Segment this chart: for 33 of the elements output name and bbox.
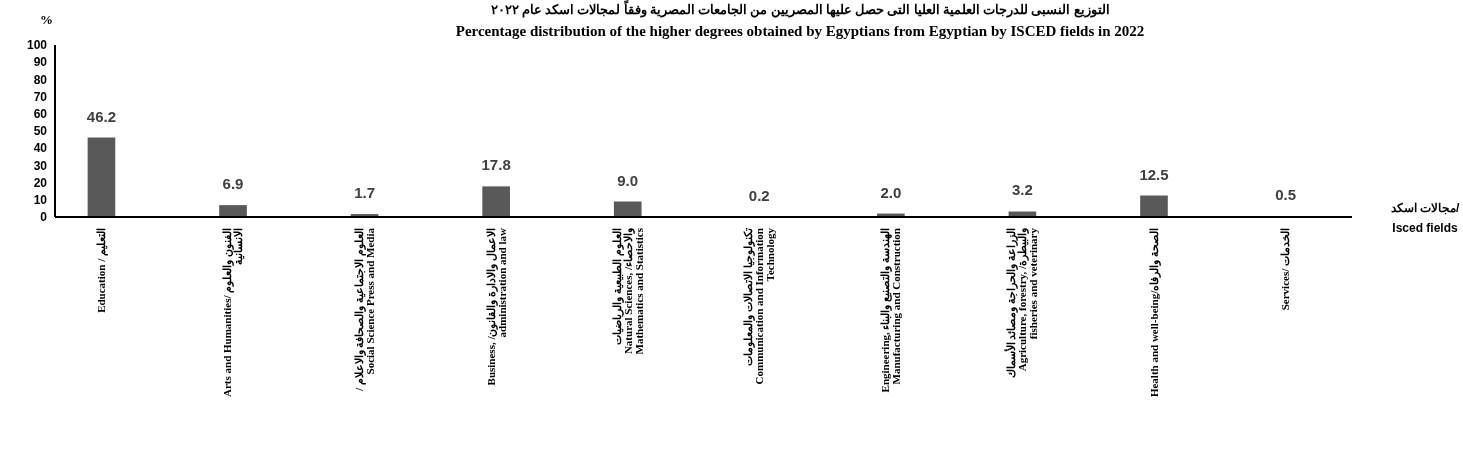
y-tick-label: 100 bbox=[26, 38, 48, 53]
x-tick-label: Services/ الخدمات bbox=[1279, 228, 1292, 311]
y-tick-label: 20 bbox=[33, 175, 48, 190]
y-tick-label: 40 bbox=[33, 141, 48, 156]
data-label: 46.2 bbox=[86, 107, 117, 125]
bar bbox=[219, 205, 247, 217]
x-tick-label: Health and well-being/الصحة والرفاه bbox=[1147, 228, 1161, 398]
bar bbox=[482, 186, 510, 217]
x-tick-label: Arts and Humanities/ الفنون والعلوم الانسانية bbox=[221, 228, 246, 397]
y-tick-label: 90 bbox=[33, 55, 48, 70]
bar bbox=[87, 137, 116, 217]
bar bbox=[613, 201, 642, 217]
data-label: 12.5 bbox=[1139, 165, 1169, 183]
chart-subtitle: Percentage distribution of the higher degrees obtained by Egyptians from Egyptian by ISCED fields in 2022 bbox=[455, 23, 1145, 39]
data-label: 9.0 bbox=[617, 171, 639, 189]
data-label: 0.2 bbox=[748, 186, 770, 204]
data-label: 0.5 bbox=[1275, 186, 1296, 204]
y-tick-label: 10 bbox=[33, 193, 48, 207]
data-label: 6.9 bbox=[222, 175, 244, 193]
y-tick-label: 50 bbox=[33, 124, 48, 139]
y-tick-label: 30 bbox=[33, 158, 48, 173]
data-label: 2.0 bbox=[880, 183, 902, 201]
y-tick-label: 80 bbox=[33, 72, 48, 87]
data-label: 17.8 bbox=[481, 156, 511, 174]
bar bbox=[1140, 195, 1168, 217]
y-axis-title: % bbox=[40, 12, 53, 27]
y-tick-label: 0 bbox=[40, 210, 48, 225]
chart-title: التوزيع النسبى للدرجات العلمية العليا التى حصل عليها المصريين من الجامعات المصرية وفقاً لمجالات اسكد عام ٢٠٢٢ bbox=[490, 0, 1110, 18]
data-label: 3.2 bbox=[1011, 181, 1033, 199]
x-tick-label: Education / التعليم bbox=[95, 228, 109, 313]
y-tick-label: 60 bbox=[33, 107, 48, 121]
y-tick-label: 70 bbox=[33, 89, 48, 104]
data-label: 1.7 bbox=[354, 184, 376, 202]
